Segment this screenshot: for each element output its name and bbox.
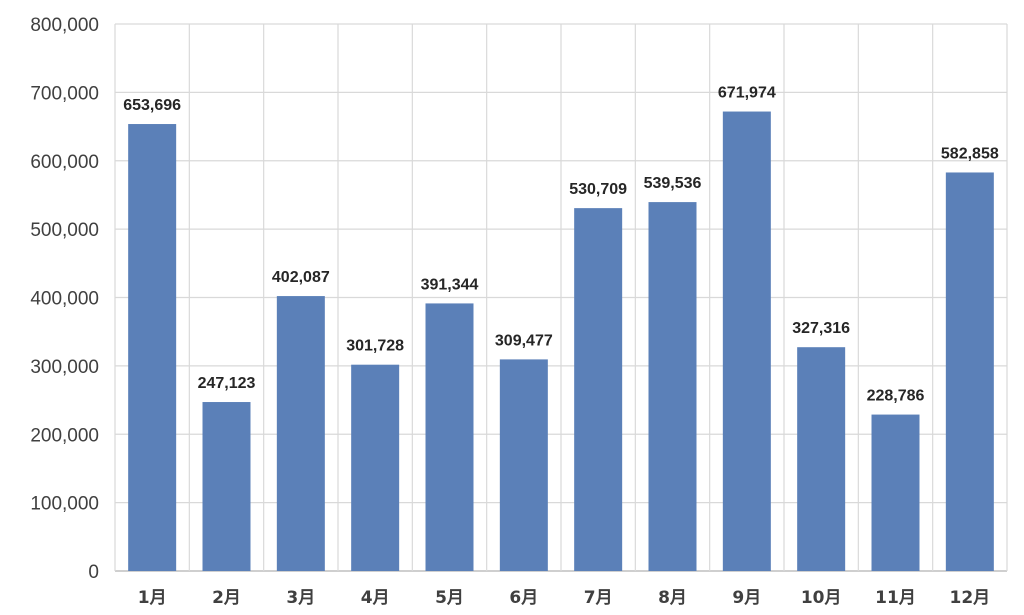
- y-tick-label: 600,000: [30, 152, 99, 173]
- bars: [128, 111, 994, 572]
- x-tick-label: 5月: [435, 588, 464, 608]
- data-label: 582,858: [941, 145, 999, 162]
- y-tick-label: 700,000: [30, 83, 99, 104]
- grid-layer: [114, 23, 1008, 572]
- y-tick-label: 200,000: [30, 425, 99, 446]
- bar: [871, 414, 920, 571]
- y-tick-label: 100,000: [30, 494, 99, 515]
- x-tick-label: 6月: [509, 588, 538, 608]
- data-labels: 653,696 247,123 402,087 301,728 391,344 309,4…: [123, 85, 999, 405]
- bar: [499, 359, 548, 571]
- bar: [945, 172, 994, 572]
- bar: [574, 208, 623, 571]
- bar: [128, 124, 177, 571]
- bar: [202, 402, 251, 571]
- data-label: 327,316: [792, 320, 850, 337]
- x-tick-label: 2月: [212, 588, 241, 608]
- x-axis-ticks: 1月 2月 3月 4月 5月 6月 7月 8月 9月 10月 11月 12月: [138, 588, 990, 608]
- bar: [722, 111, 771, 571]
- bar: [351, 364, 400, 571]
- x-tick-label: 12月: [949, 588, 990, 608]
- data-label: 228,786: [867, 388, 925, 405]
- y-axis-ticks: 0 100,000 200,000 300,000 400,000 500,000 600,…: [30, 15, 99, 583]
- x-tick-label: 10月: [801, 588, 842, 608]
- data-label: 671,974: [718, 85, 776, 102]
- y-tick-label: 0: [88, 562, 99, 583]
- x-tick-label: 11月: [875, 588, 916, 608]
- bar: [425, 303, 474, 571]
- data-label: 301,728: [346, 338, 404, 355]
- bar: [797, 347, 846, 571]
- data-label: 530,709: [569, 181, 627, 198]
- bar: [648, 202, 697, 571]
- x-tick-label: 1月: [138, 588, 167, 608]
- data-label: 653,696: [123, 97, 181, 114]
- x-tick-label: 9月: [732, 588, 761, 608]
- data-label: 309,477: [495, 332, 553, 349]
- data-label: 391,344: [421, 276, 479, 293]
- data-label: 247,123: [198, 375, 256, 392]
- y-tick-label: 400,000: [30, 289, 99, 310]
- x-tick-label: 8月: [658, 588, 687, 608]
- data-label: 539,536: [644, 175, 702, 192]
- data-label: 402,087: [272, 269, 330, 286]
- x-tick-label: 7月: [584, 588, 613, 608]
- y-tick-label: 300,000: [30, 357, 99, 378]
- y-tick-label: 800,000: [30, 15, 99, 36]
- x-tick-label: 4月: [361, 588, 390, 608]
- x-tick-label: 3月: [286, 588, 315, 608]
- y-tick-label: 500,000: [30, 220, 99, 241]
- bar: [276, 296, 325, 571]
